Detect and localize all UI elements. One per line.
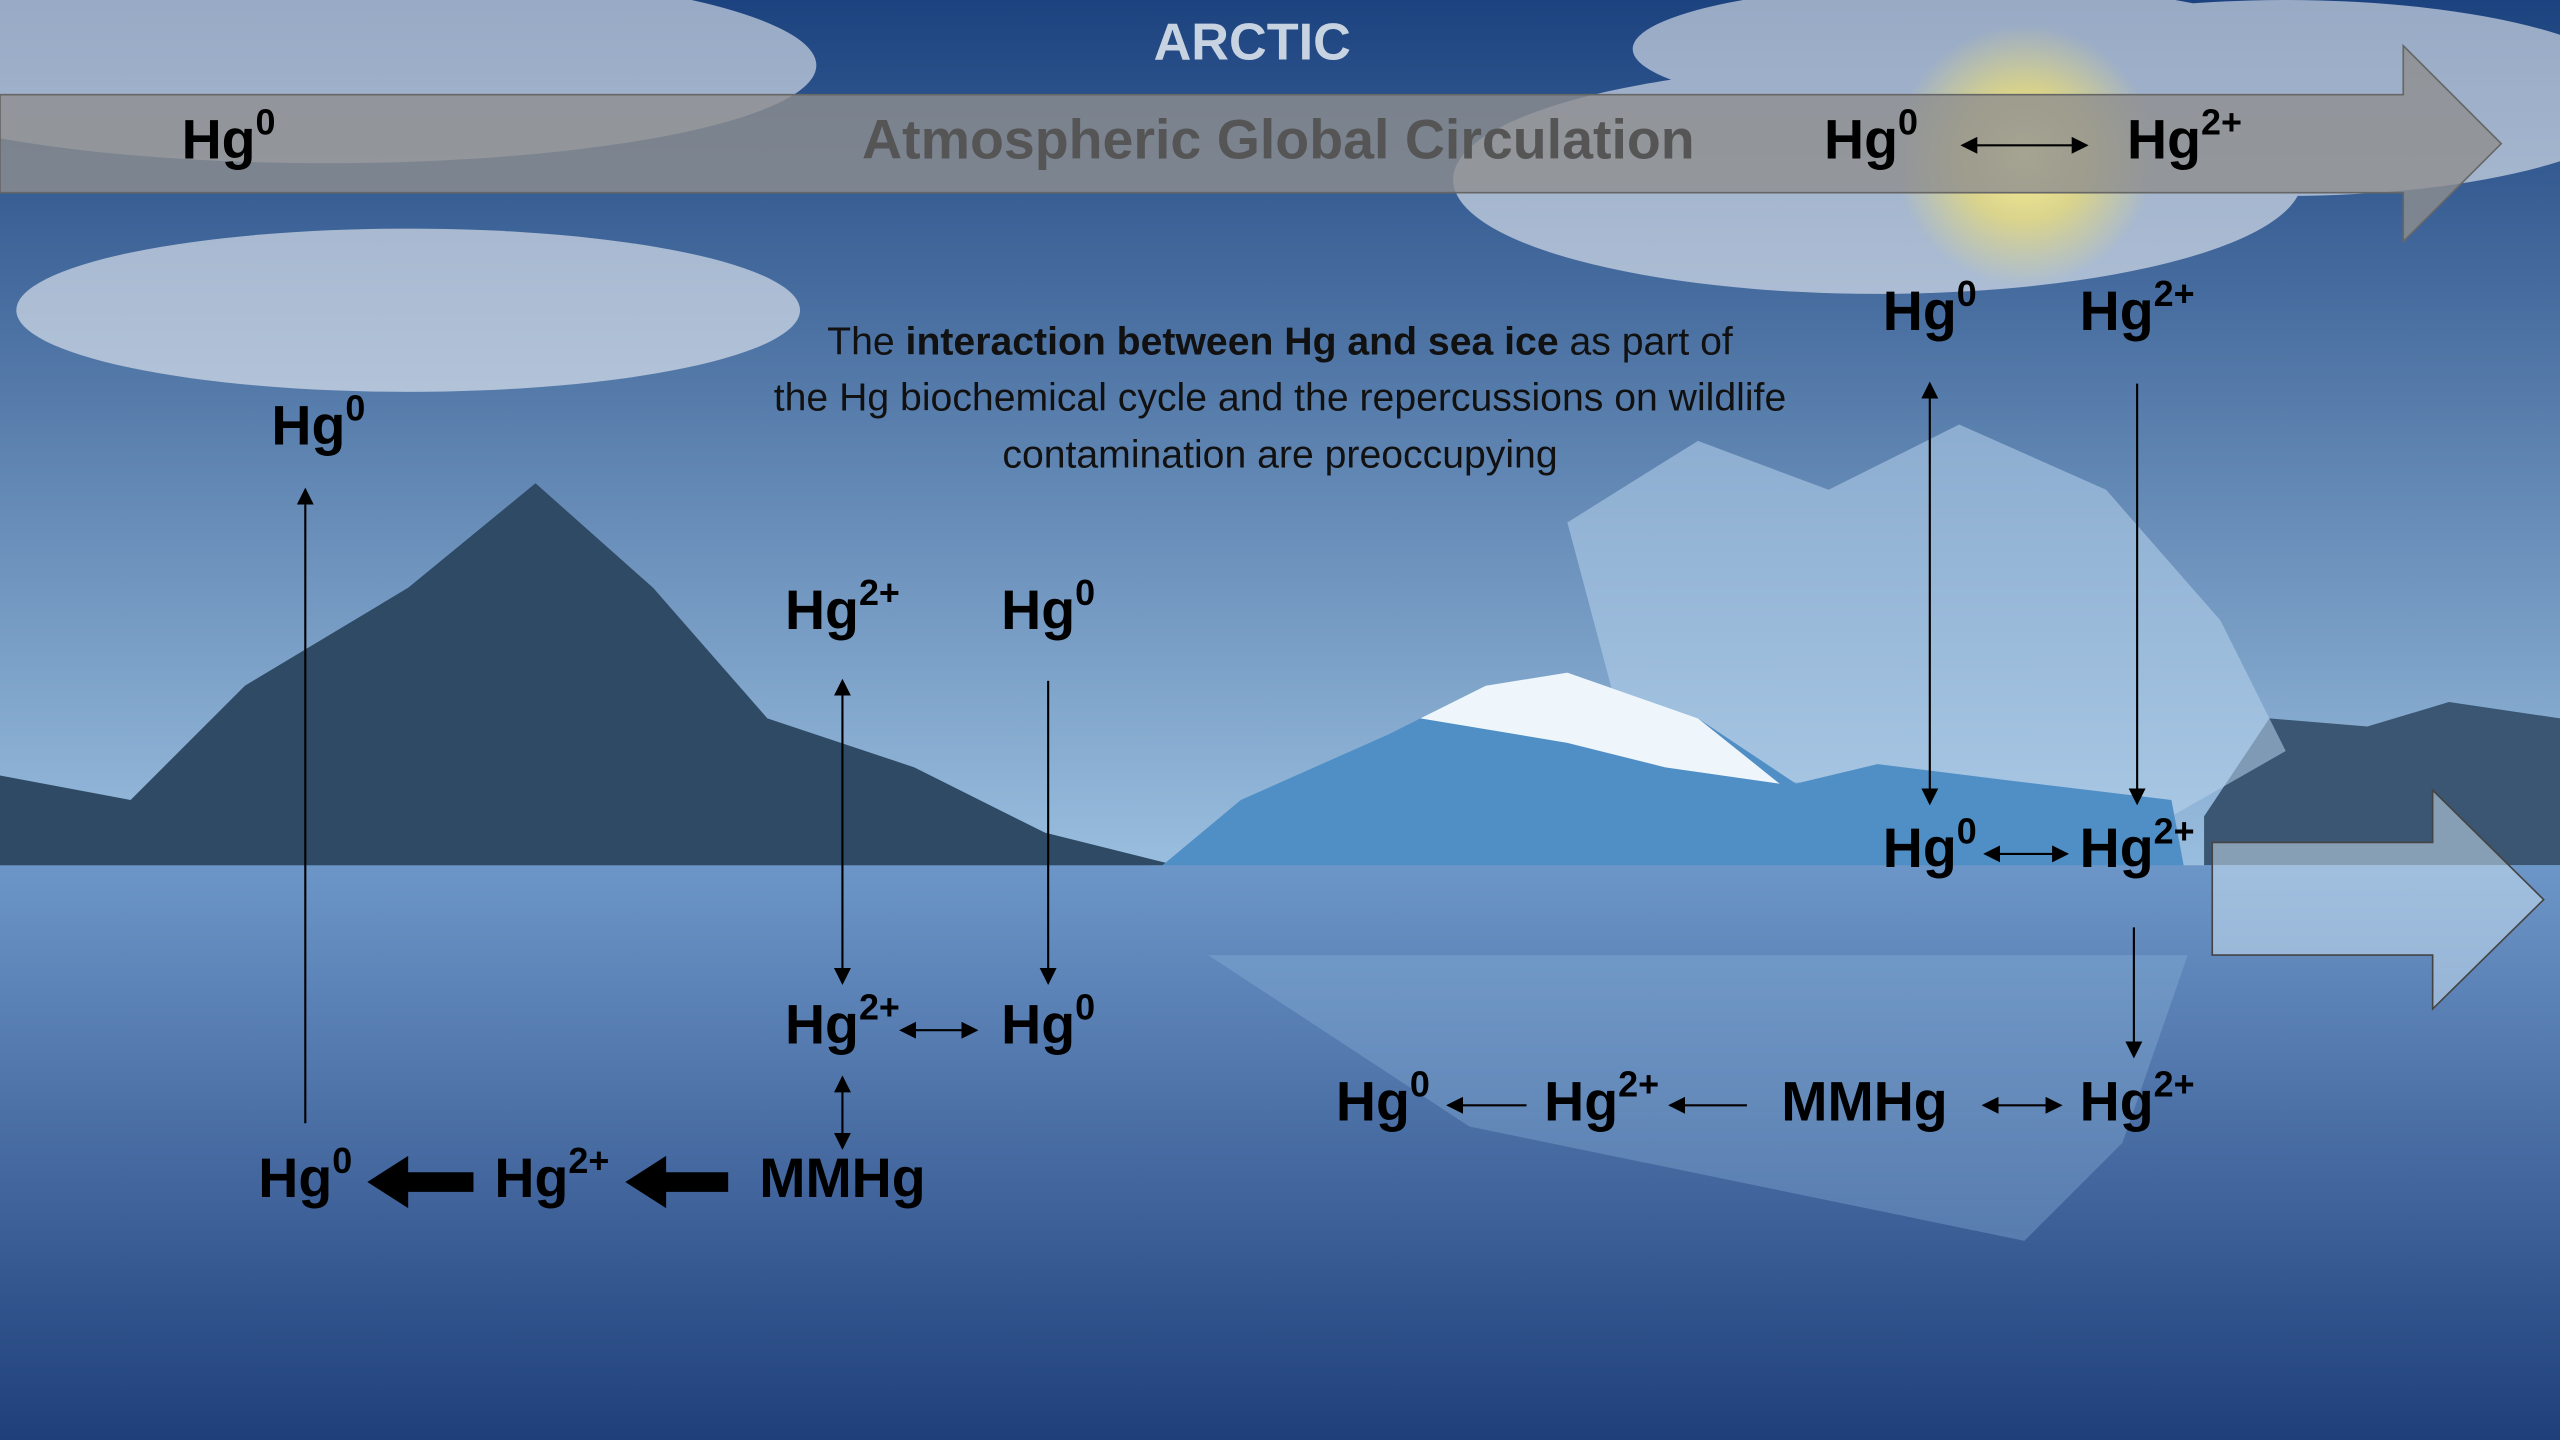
species-charge: 2+ xyxy=(2154,1064,2195,1105)
species-base: MMHg xyxy=(759,1147,925,1209)
species-base: Hg xyxy=(258,1147,332,1209)
species-base: Hg xyxy=(494,1147,568,1209)
text: The xyxy=(827,321,905,364)
banner-text: Atmospheric Global Circulation xyxy=(862,108,1695,170)
species-charge: 2+ xyxy=(1618,1064,1659,1105)
species-base: Hg xyxy=(182,108,256,170)
species-base: Hg xyxy=(785,579,859,641)
description-line: The interaction between Hg and sea ice a… xyxy=(827,321,1733,364)
species-base: Hg xyxy=(1883,280,1957,342)
text: as part of xyxy=(1559,321,1733,364)
species-charge: 0 xyxy=(1075,987,1095,1028)
species-charge: 2+ xyxy=(2154,811,2195,852)
text-bold: interaction between Hg and sea ice xyxy=(906,321,1559,364)
species-charge: 2+ xyxy=(2201,102,2242,143)
species-base: Hg xyxy=(1544,1070,1618,1132)
species-base: Hg xyxy=(1824,108,1898,170)
species-charge: 0 xyxy=(1075,572,1095,613)
species-base: Hg xyxy=(785,993,859,1055)
species-base: Hg xyxy=(2127,108,2201,170)
species-base: Hg xyxy=(271,394,345,456)
species-base: Hg xyxy=(2080,280,2154,342)
species-charge: 0 xyxy=(1957,811,1977,852)
species-label: MMHg xyxy=(1781,1070,1947,1132)
page: ARCTIC Atmospheric Global Circulation Th… xyxy=(0,0,2560,1440)
species-label: MMHg xyxy=(759,1147,925,1209)
species-base: Hg xyxy=(1883,817,1957,879)
species-base: Hg xyxy=(1336,1070,1410,1132)
species-base: Hg xyxy=(1001,579,1075,641)
species-charge: 0 xyxy=(1957,274,1977,315)
diagram: ARCTIC Atmospheric Global Circulation Th… xyxy=(0,0,2560,1440)
species-charge: 2+ xyxy=(859,572,900,613)
species-base: Hg xyxy=(1001,993,1075,1055)
title: ARCTIC xyxy=(1154,14,1351,72)
species-base: MMHg xyxy=(1781,1070,1947,1132)
species-charge: 2+ xyxy=(859,987,900,1028)
species-charge: 0 xyxy=(345,388,365,429)
species-charge: 0 xyxy=(332,1141,352,1182)
species-charge: 0 xyxy=(256,102,276,143)
description-line: the Hg biochemical cycle and the repercu… xyxy=(774,376,1786,419)
species-charge: 2+ xyxy=(568,1141,609,1182)
sea xyxy=(0,865,2560,1440)
species-base: Hg xyxy=(2080,1070,2154,1132)
species-charge: 0 xyxy=(1898,102,1918,143)
species-charge: 2+ xyxy=(2154,274,2195,315)
description-line: contamination are preoccupying xyxy=(1002,433,1557,476)
species-base: Hg xyxy=(2080,817,2154,879)
species-charge: 0 xyxy=(1410,1064,1430,1105)
